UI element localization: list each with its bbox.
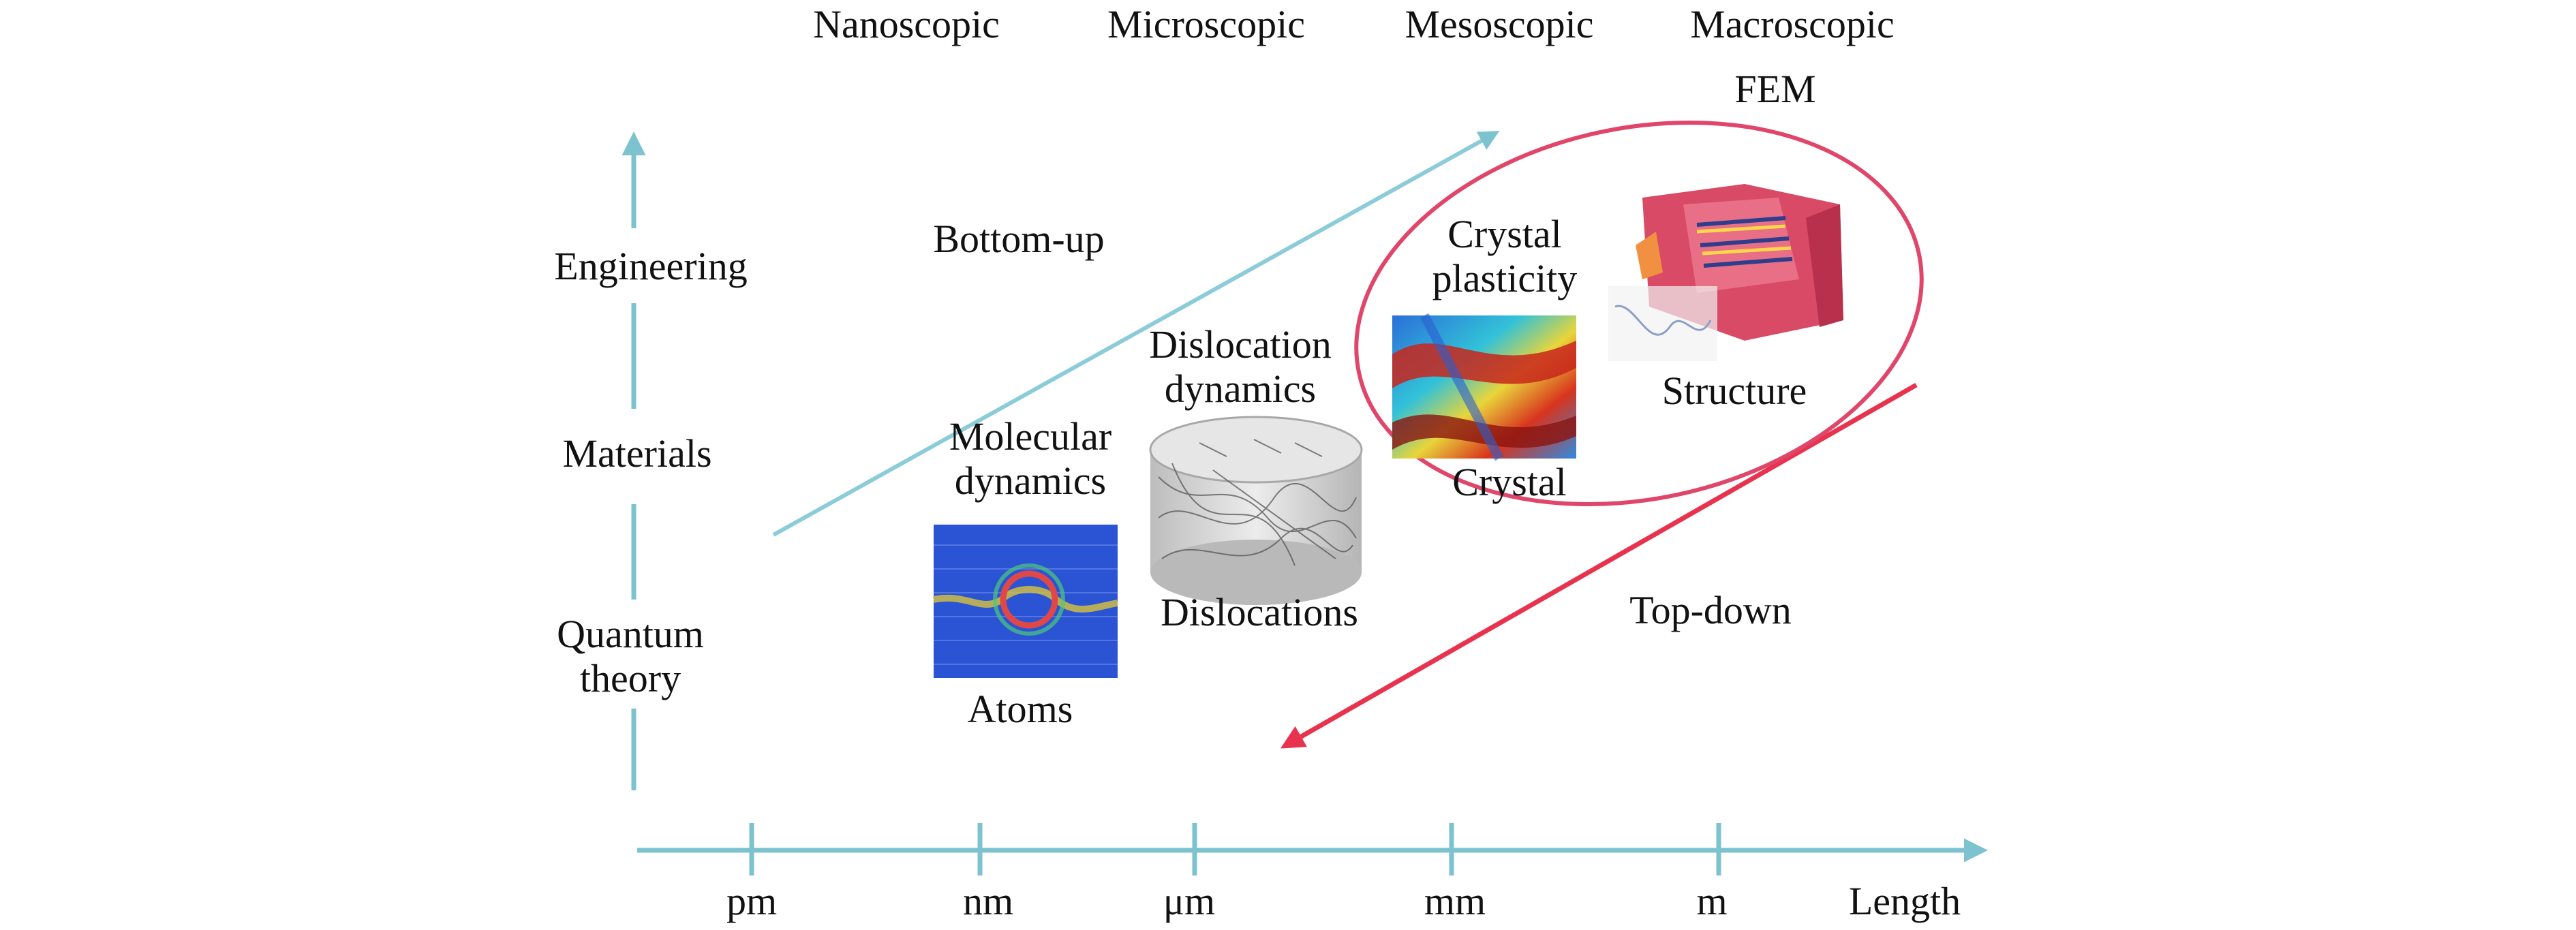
dd-label-line2: dynamics [1165, 367, 1316, 411]
md-label-line1: Molecular [949, 414, 1111, 459]
header-macroscopic: Macroscopic [1690, 2, 1895, 46]
structure-image [1608, 184, 1843, 361]
level-materials: Materials [562, 431, 711, 476]
level-engineering: Engineering [554, 244, 747, 288]
dislocations-label: Dislocations [1161, 590, 1358, 634]
md-label-line2: dynamics [955, 459, 1106, 503]
dd-label-line1: Dislocation [1149, 322, 1331, 367]
crystal-label: Crystal [1452, 460, 1567, 504]
scale-headers: Nanoscopic Microscopic Mesoscopic Macros… [813, 2, 1895, 46]
horizontal-axis [637, 823, 1988, 875]
cp-label-line1: Crystal [1447, 212, 1562, 256]
level-quantum-line1: Quantum [557, 612, 704, 656]
level-quantum-line2: theory [580, 656, 681, 700]
header-mesoscopic: Mesoscopic [1405, 2, 1593, 46]
top-down-arrow [1280, 382, 1918, 749]
atoms-image [933, 525, 1118, 678]
fem-label: FEM [1734, 67, 1815, 111]
header-microscopic: Microscopic [1107, 2, 1305, 46]
tick-label-m: m [1696, 879, 1727, 923]
atoms-label: Atoms [968, 687, 1073, 731]
x-axis-label: Length [1849, 879, 1961, 923]
bottom-up-label: Bottom-up [933, 217, 1104, 261]
fem-ellipse [1354, 120, 1924, 507]
structure-label: Structure [1662, 369, 1807, 413]
bottom-up-arrow [772, 131, 1500, 537]
tick-label-um: μm [1163, 879, 1215, 923]
tick-label-nm: nm [963, 879, 1013, 923]
cp-label-line2: plasticity [1432, 256, 1578, 300]
top-down-label: Top-down [1629, 588, 1792, 632]
tick-label-mm: mm [1424, 879, 1486, 923]
tick-label-pm: pm [726, 879, 777, 923]
crystal-image [1392, 313, 1576, 461]
dislocations-image [1149, 416, 1363, 605]
header-nanoscopic: Nanoscopic [813, 2, 1000, 46]
